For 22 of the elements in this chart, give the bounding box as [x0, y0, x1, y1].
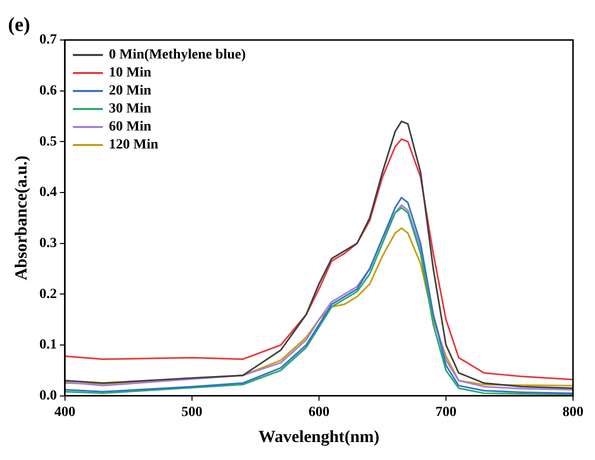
legend-label: 20 Min [108, 84, 152, 99]
legend-label: 120 Min [108, 138, 159, 153]
legend-label: 10 Min [108, 66, 152, 81]
y-tick-label: 0.1 [39, 338, 57, 353]
x-tick-label: 800 [562, 404, 584, 420]
y-tick-label: 0.5 [39, 134, 57, 150]
legend-label: 0 Min(Methylene blue) [108, 48, 246, 63]
x-axis-title: Wavelenght(nm) [258, 427, 380, 446]
y-tick-label: 0.3 [39, 236, 57, 251]
x-tick-label: 500 [181, 404, 202, 420]
x-tick-label: 400 [54, 404, 76, 420]
y-tick-label: 0.4 [39, 185, 57, 200]
y-axis-title: Absorbance(a.u.) [12, 156, 31, 280]
legend-label: 30 Min [108, 102, 152, 117]
x-tick-label: 600 [308, 404, 330, 420]
y-tick-label: 0.0 [39, 388, 57, 404]
x-tick-label: 700 [435, 404, 456, 420]
y-tick-label: 0.2 [39, 286, 57, 302]
y-tick-label: 0.7 [39, 32, 57, 48]
y-tick-label: 0.6 [39, 83, 57, 98]
legend-label: 60 Min [108, 120, 152, 135]
chart-title: (e) [8, 14, 30, 36]
